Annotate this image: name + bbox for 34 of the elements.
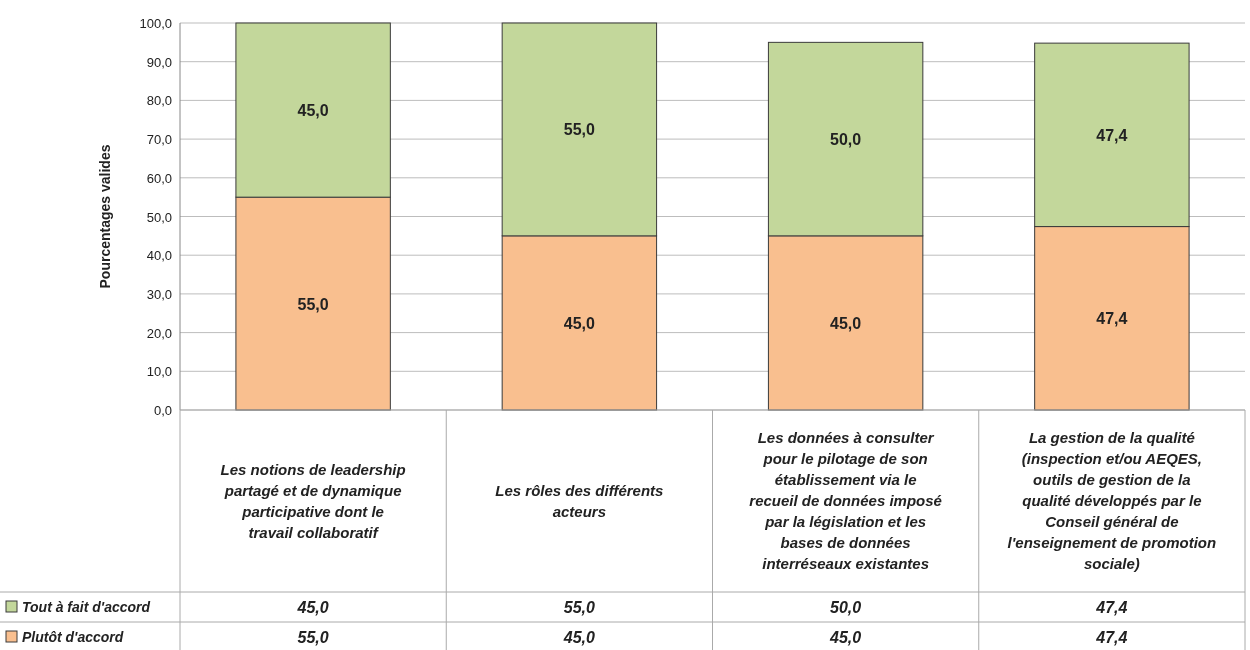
x-tick-label: Les notions de leadership partagé et de dynamique participative dont le travail collaboratif <box>220 460 406 541</box>
y-tick-label: 0,0 <box>153 403 172 418</box>
y-tick-label: 60,0 <box>146 170 172 186</box>
legend-label: Plutôt d'accord <box>22 629 124 645</box>
x-tick-label: Les données à consulter pour le pilotage de son établissement via le recueil de données imposé par la législation et les bases de données interréseaux existantes <box>749 429 942 572</box>
y-tick-label: 80,0 <box>146 93 172 109</box>
y-tick-label: 20,0 <box>146 325 172 341</box>
legend-label: Tout à fait d'accord <box>22 599 151 615</box>
y-tick-label: 50,0 <box>146 209 172 225</box>
text: 55,0 <box>563 121 595 139</box>
y-axis-title: Pourcentages valides <box>97 144 113 289</box>
data-label: 50,0 <box>830 599 862 616</box>
data-label: 45,0 <box>296 599 329 616</box>
data-label: 55,0 <box>563 599 596 616</box>
data-label: 55,0 <box>297 629 329 646</box>
data-label: 47,4 <box>1095 629 1128 646</box>
data-label: 45,0 <box>829 629 862 646</box>
x-tick-label: La gestion de la qualité (inspection et/ou AEQES, outils de gestion de la qualité développés par le Conseil général de l'enseignement de promotion sociale) <box>1007 429 1217 572</box>
x-tick-label: Les rôles des différents acteurs <box>495 481 664 520</box>
text: 45,0 <box>830 314 862 332</box>
y-tick-label: 70,0 <box>146 132 172 148</box>
text: 50,0 <box>830 131 862 149</box>
text: 45,0 <box>297 102 329 120</box>
y-tick-label: 30,0 <box>146 286 172 302</box>
data-label: 47,4 <box>1095 599 1128 616</box>
text: 45,0 <box>563 314 595 332</box>
text: 55,0 <box>297 295 329 313</box>
text: 47,4 <box>1096 126 1128 144</box>
data-label: 45,0 <box>562 629 596 646</box>
y-tick-label: 100,0 <box>139 16 172 31</box>
text: 47,4 <box>1096 310 1128 328</box>
y-tick-label: 90,0 <box>146 54 172 70</box>
y-tick-label: 40,0 <box>146 248 172 264</box>
y-tick-label: 10,0 <box>146 364 172 380</box>
